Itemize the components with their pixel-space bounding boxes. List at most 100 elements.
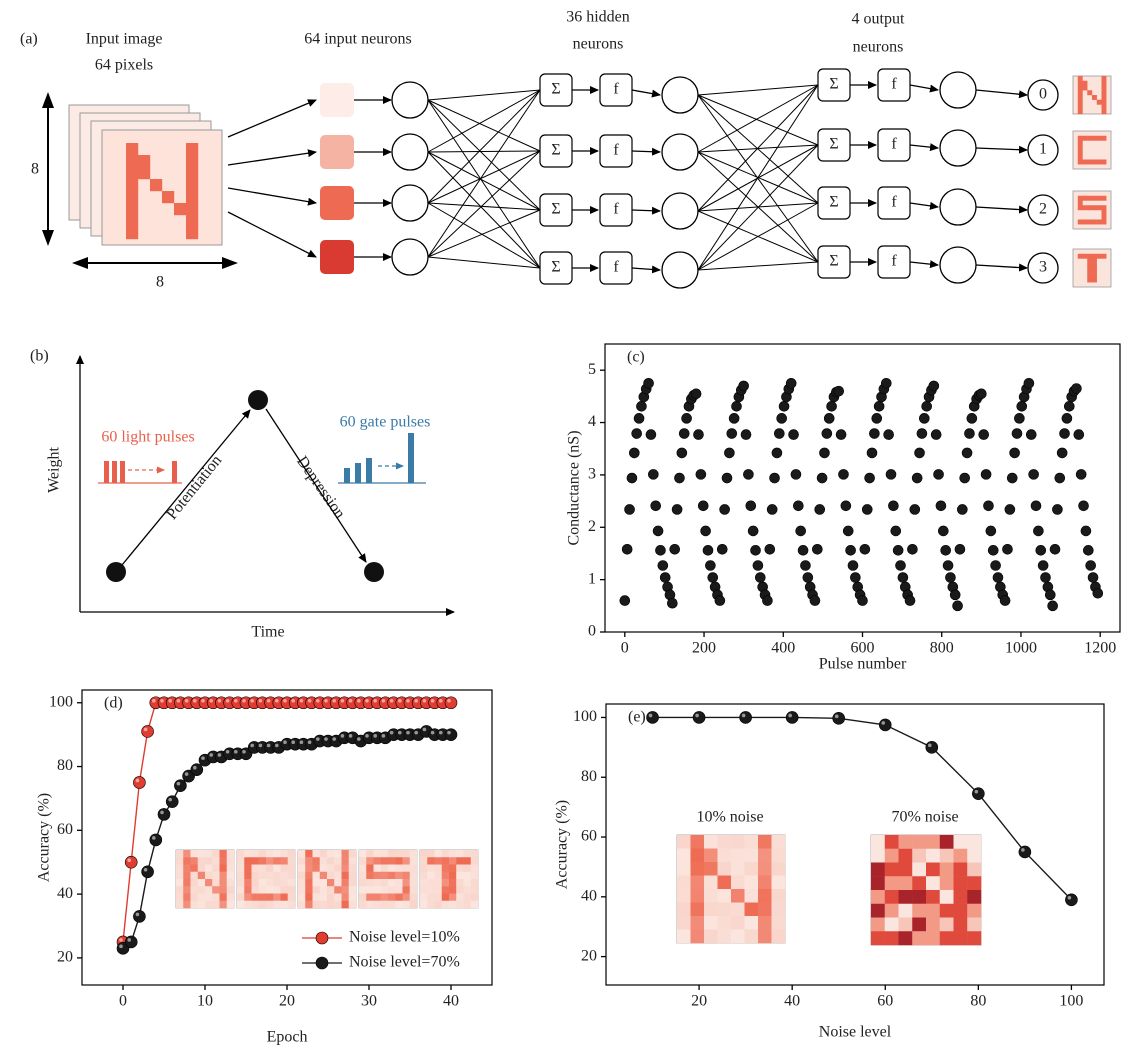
marker-highlight — [176, 781, 181, 786]
pixel — [898, 917, 913, 932]
pixel — [334, 864, 342, 872]
point — [629, 447, 640, 459]
pixel — [312, 879, 320, 887]
pixel — [953, 862, 968, 877]
pixel — [402, 886, 410, 894]
pixel — [463, 850, 471, 858]
pixel — [258, 900, 267, 909]
marker-highlight — [348, 734, 353, 738]
marker — [739, 711, 752, 724]
point — [869, 428, 880, 439]
point — [1049, 543, 1061, 555]
arrow — [227, 99, 317, 138]
point — [938, 525, 949, 537]
pixel — [287, 850, 296, 858]
pixel — [348, 857, 357, 865]
pixel — [251, 879, 259, 887]
pixel — [327, 900, 335, 909]
marker-highlight — [1021, 848, 1025, 852]
pixel — [219, 864, 227, 872]
pixel — [690, 862, 705, 876]
pixel — [463, 857, 471, 865]
x-tick-label: 0 — [621, 640, 629, 657]
pixel — [258, 857, 267, 865]
point — [636, 401, 647, 412]
pixel — [717, 902, 732, 917]
pixel — [237, 893, 245, 901]
pixel — [341, 857, 349, 865]
pixel — [967, 835, 982, 849]
marker-highlight — [275, 743, 279, 748]
connection — [697, 202, 819, 271]
pixel — [266, 864, 274, 872]
pixel — [690, 889, 705, 903]
point — [918, 413, 930, 424]
pixel — [359, 886, 367, 894]
point — [671, 504, 683, 515]
pixel — [1101, 135, 1107, 141]
point — [643, 377, 654, 389]
pixel — [280, 879, 288, 887]
pixel — [744, 889, 759, 903]
pixel — [1101, 80, 1107, 86]
connection — [427, 202, 541, 211]
axis-label: Weight — [46, 447, 63, 493]
marker-highlight — [168, 698, 172, 703]
pixel — [967, 862, 982, 877]
pixel — [1077, 80, 1083, 86]
pixel — [470, 886, 479, 894]
pixel — [359, 879, 367, 887]
point — [1023, 377, 1035, 389]
point — [911, 472, 923, 484]
pixel — [237, 879, 245, 887]
pixel — [319, 893, 328, 901]
pixel — [1082, 195, 1088, 201]
pixel — [717, 862, 732, 876]
pixel — [183, 864, 191, 872]
point — [728, 413, 740, 424]
pixel — [690, 835, 705, 849]
panel-label: (e) — [628, 709, 646, 726]
point — [833, 385, 845, 397]
point — [999, 595, 1011, 606]
point — [809, 595, 821, 606]
point — [776, 413, 787, 424]
pixel — [470, 871, 479, 880]
connection — [427, 89, 541, 204]
pixel — [871, 848, 885, 863]
y-tick-label: 80 — [57, 757, 73, 774]
marker-highlight — [307, 740, 312, 745]
arrow — [909, 201, 939, 210]
x-tick-label: 800 — [930, 640, 954, 657]
point — [1004, 504, 1016, 515]
pixel — [704, 835, 718, 849]
pulse — [104, 461, 109, 483]
pixel — [287, 871, 296, 880]
pixel — [244, 850, 252, 858]
pixel — [348, 850, 357, 858]
pixel — [744, 848, 759, 863]
pixel — [409, 871, 418, 880]
inset-label: 70% noise — [891, 809, 958, 826]
pixel — [388, 864, 396, 872]
point — [873, 401, 885, 412]
pixel — [884, 848, 899, 863]
pixel — [926, 862, 940, 877]
pixel — [205, 864, 213, 872]
sum-symbol: Σ — [551, 259, 560, 276]
pixel — [898, 903, 913, 918]
connection — [427, 256, 541, 269]
pixel — [366, 871, 374, 880]
point — [935, 500, 947, 512]
pixel — [251, 886, 259, 894]
pixel — [912, 890, 927, 904]
marker — [1065, 893, 1078, 907]
pixel — [273, 900, 281, 909]
pixel — [1101, 104, 1107, 110]
marker-highlight — [373, 734, 378, 738]
pixel — [319, 871, 328, 880]
pixel — [967, 890, 982, 904]
x-tick-label: 10 — [197, 993, 213, 1010]
point — [788, 429, 799, 440]
pixel — [953, 903, 968, 918]
